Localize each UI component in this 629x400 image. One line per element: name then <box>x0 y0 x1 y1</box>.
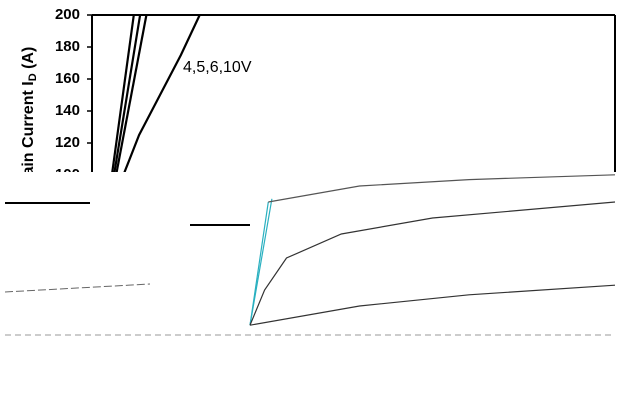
series-line <box>113 14 142 172</box>
y-label-sub: D <box>27 73 39 81</box>
y-label-main: Drain Current I <box>20 81 37 193</box>
y-label-unit: (A) <box>20 47 37 74</box>
series-line <box>249 198 273 326</box>
y-tick-label: 200 <box>55 6 80 23</box>
top-chart: Drain Current ID (A) 4,5,6,10V 100 120 140… <box>20 6 616 194</box>
bottom-chart <box>4 174 616 336</box>
y-axis-label: Drain Current ID (A) <box>20 47 39 194</box>
annotation: 4,5,6,10V <box>183 59 252 76</box>
y-tick-label: 100 <box>55 166 80 183</box>
y-tick-label: 180 <box>55 38 80 55</box>
y-tick-label: 160 <box>55 70 80 87</box>
series-line <box>249 284 616 326</box>
y-tick-label: 120 <box>55 134 80 151</box>
series-line <box>268 174 616 203</box>
series-line <box>123 14 201 172</box>
y-tick-label: 140 <box>55 102 80 119</box>
series-line <box>249 201 616 326</box>
series-line <box>111 14 135 172</box>
artifact-line <box>4 283 151 293</box>
series-line <box>115 14 148 172</box>
